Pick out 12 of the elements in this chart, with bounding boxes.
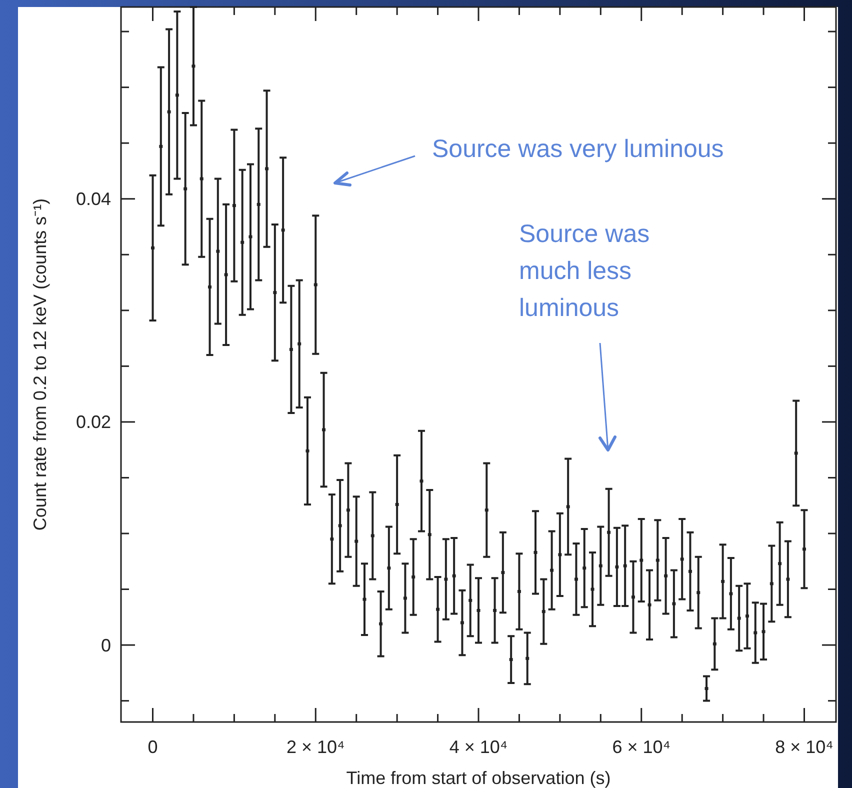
x-tick-label: 8 × 10⁴ <box>775 737 834 757</box>
x-tick-label: 0 <box>148 737 158 757</box>
y-tick-label: 0 <box>100 635 111 656</box>
x-axis-title: Time from start of observation (s) <box>346 768 611 788</box>
x-tick-label: 2 × 10⁴ <box>286 737 345 757</box>
y-tick-label: 0.04 <box>76 189 111 210</box>
annotation: Source was much less luminous <box>519 220 650 322</box>
annotation: Source was very luminous <box>432 135 724 163</box>
x-tick-label: 6 × 10⁴ <box>612 737 671 757</box>
x-tick-label: 4 × 10⁴ <box>449 737 508 757</box>
y-axis-title: Count rate from 0.2 to 12 keV (counts s⁻¹) <box>30 198 50 531</box>
y-tick-label: 0.02 <box>76 412 111 432</box>
